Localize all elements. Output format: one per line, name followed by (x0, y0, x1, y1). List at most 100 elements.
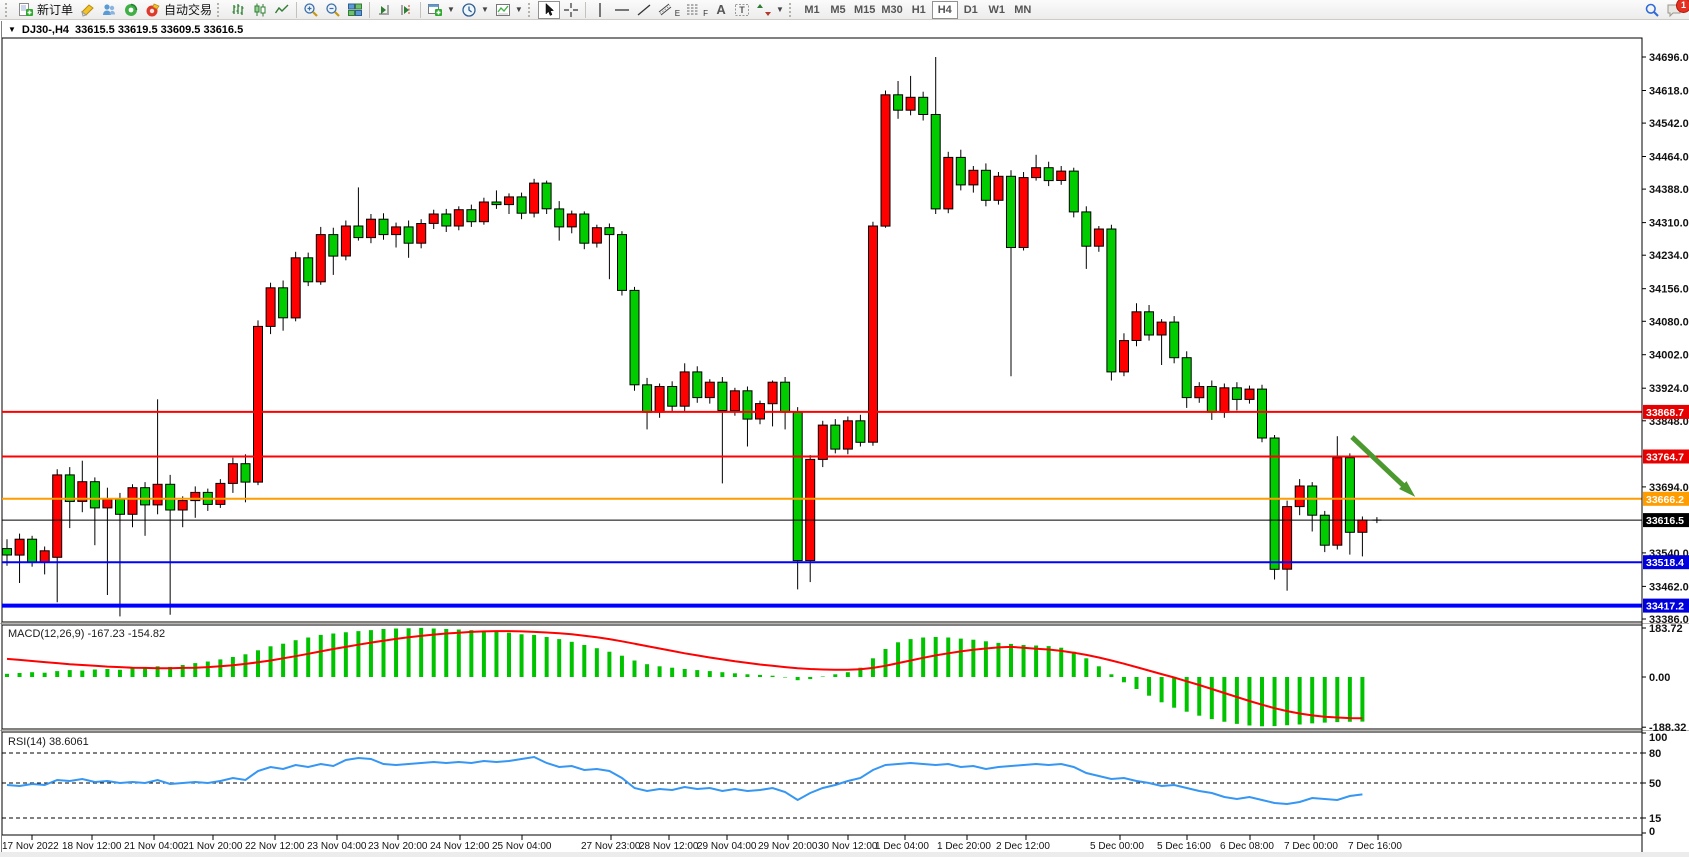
toolbar-grip[interactable] (217, 2, 223, 17)
rsi-axis-labels: 100 80 50 150 (1642, 732, 1667, 838)
chart-shift-button[interactable] (395, 1, 417, 19)
price-badge (1643, 513, 1689, 528)
toolbar-separator (296, 1, 298, 18)
market-watch-button[interactable] (98, 1, 120, 19)
search-button[interactable] (1641, 1, 1663, 19)
timeframe-button-h4[interactable]: H4 (931, 0, 958, 19)
timeframe-button-m1[interactable]: M1 (799, 1, 825, 19)
svg-text:34156.0: 34156.0 (1649, 284, 1689, 296)
svg-text:33417.2: 33417.2 (1646, 601, 1684, 613)
timeframe-button-mn[interactable]: MN (1010, 1, 1036, 19)
svg-text:0: 0 (1649, 826, 1655, 838)
macd-axis-labels: 183.72 0.00 -188.32 (1642, 623, 1686, 734)
chart-title-symbol: DJ30-,H4 (21, 23, 69, 36)
trend-arrow-annotation[interactable] (1350, 435, 1416, 497)
svg-text:1 Dec 20:00: 1 Dec 20:00 (937, 841, 991, 852)
text-label-icon: T (735, 3, 750, 16)
text-tool-icon: A (716, 2, 726, 17)
trendline-tool-button[interactable] (633, 1, 655, 19)
fibonacci-tool-button[interactable]: F (683, 1, 711, 19)
text-tool-button[interactable]: A (711, 1, 731, 19)
vertical-line-tool-button[interactable] (589, 1, 611, 19)
svg-text:15: 15 (1649, 813, 1661, 825)
timeframe-button-m5[interactable]: M5 (825, 1, 851, 19)
tile-windows-button[interactable] (344, 1, 366, 19)
equidistant-channel-icon (658, 3, 672, 15)
chart-shift-icon (401, 4, 410, 15)
notifications-wrap: 1 (1663, 0, 1689, 19)
new-chart-button[interactable]: ▼ (424, 1, 458, 19)
bar-chart-type-button[interactable] (227, 1, 249, 19)
rsi-indicator-label: RSI(14) 38.6061 (8, 736, 89, 748)
main-toolbar: 新订单 自动交易 ▼ ▼ (0, 0, 1689, 20)
new-order-icon (19, 2, 33, 16)
highlighter-button[interactable] (76, 1, 98, 19)
toolbar-grip[interactable] (5, 2, 11, 17)
arrows-tool-button[interactable]: ▼ (753, 1, 787, 19)
price-badge (1643, 449, 1689, 464)
svg-text:34542.0: 34542.0 (1649, 118, 1689, 130)
templates-button[interactable]: ▼ (492, 1, 526, 19)
timeframe-button-m30[interactable]: M30 (878, 1, 905, 19)
new-order-button[interactable]: 新订单 (15, 1, 76, 19)
tile-windows-icon (348, 3, 363, 16)
zoom-in-button[interactable] (300, 1, 322, 19)
macd-values: -167.23 -154.82 (87, 628, 166, 640)
trendline-icon (637, 4, 651, 15)
svg-text:17 Nov 2022: 17 Nov 2022 (2, 841, 59, 852)
timeframe-toolbar: M1 M5 M15 M30 H1 H4 D1 W1 MN (799, 0, 1036, 19)
svg-text:29 Nov 04:00: 29 Nov 04:00 (697, 841, 757, 852)
svg-text:24 Nov 12:00: 24 Nov 12:00 (430, 841, 490, 852)
periods-button[interactable]: ▼ (458, 1, 492, 19)
current-price-tick (1372, 517, 1382, 524)
notification-count-badge[interactable]: 1 (1676, 0, 1689, 13)
sound-button[interactable] (120, 1, 142, 19)
main-panel[interactable] (1, 37, 1643, 623)
equidistant-channel-tool-button[interactable]: E (655, 1, 683, 19)
price-badge (1643, 404, 1689, 419)
line-chart-type-button[interactable] (271, 1, 293, 19)
timeframe-button-w1[interactable]: W1 (984, 1, 1010, 19)
timeframe-button-m15[interactable]: M15 (851, 1, 878, 19)
timeframe-button-d1[interactable]: D1 (958, 1, 984, 19)
svg-text:34080.0: 34080.0 (1649, 316, 1689, 328)
candlestick-type-button[interactable] (249, 1, 271, 19)
svg-text:21 Nov 20:00: 21 Nov 20:00 (183, 841, 243, 852)
toolbar-grip[interactable] (527, 2, 534, 17)
zoom-out-button[interactable] (322, 1, 344, 19)
time-axis[interactable]: 17 Nov 2022 18 Nov 12:00 21 Nov 04:00 21 No… (2, 835, 1402, 852)
svg-text:80: 80 (1649, 748, 1661, 760)
svg-text:5 Dec 16:00: 5 Dec 16:00 (1157, 841, 1211, 852)
svg-text:33518.4: 33518.4 (1646, 557, 1684, 569)
new-chart-icon (428, 3, 443, 16)
autotrade-button[interactable]: 自动交易 (142, 1, 215, 19)
rsi-name: RSI(14) (8, 736, 46, 748)
svg-text:23 Nov 04:00: 23 Nov 04:00 (307, 841, 367, 852)
new-order-label: 新订单 (37, 3, 74, 17)
text-label-tool-button[interactable]: T (731, 1, 753, 19)
chart-title-quotes: 33615.5 33619.5 33609.5 33616.5 (75, 23, 244, 36)
search-icon (1645, 3, 1659, 17)
svg-text:34310.0: 34310.0 (1649, 218, 1689, 230)
cursor-tool-button[interactable] (537, 0, 560, 19)
horizontal-line-tool-button[interactable] (611, 1, 633, 19)
auto-scroll-icon (379, 4, 389, 15)
svg-text:50: 50 (1649, 778, 1661, 790)
svg-text:34618.0: 34618.0 (1649, 86, 1689, 98)
auto-scroll-button[interactable] (373, 1, 395, 19)
zoom-in-icon (304, 2, 318, 17)
rsi-line (6, 755, 1363, 806)
chart-dropdown-icon[interactable]: ▼ (8, 25, 16, 34)
svg-text:34234.0: 34234.0 (1649, 250, 1689, 262)
clock-icon (462, 2, 476, 17)
svg-text:0.00: 0.00 (1649, 672, 1670, 684)
price-badge (1643, 555, 1689, 570)
crosshair-tool-button[interactable] (560, 1, 582, 19)
svg-text:-188.32: -188.32 (1649, 722, 1686, 734)
svg-text:7 Dec 16:00: 7 Dec 16:00 (1348, 841, 1402, 852)
bar-chart-icon (232, 3, 244, 15)
price-axis-labels: 34696.0 34618.0 34542.0 34464.0 34388.0 34310… (1642, 52, 1689, 626)
timeframe-button-h1[interactable]: H1 (906, 1, 932, 19)
toolbar-grip[interactable] (788, 2, 795, 17)
